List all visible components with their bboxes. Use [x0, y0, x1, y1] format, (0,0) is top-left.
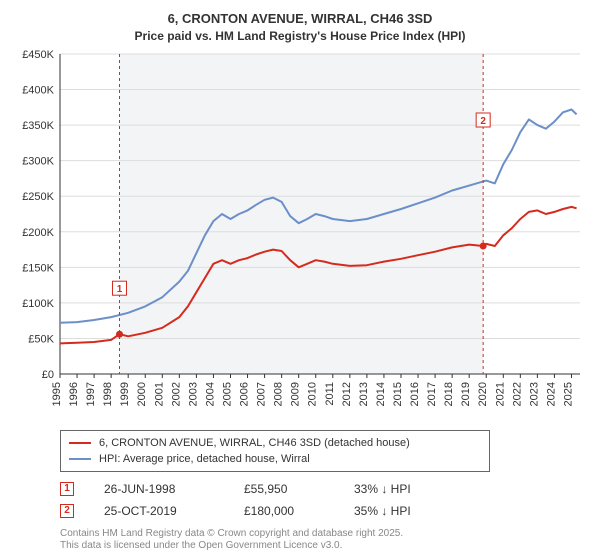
sales-table: 1 26-JUN-1998 £55,950 33% ↓ HPI 2 25-OCT…	[60, 478, 588, 522]
chart-svg: £0 £50K £100K £150K £200K £250K £300K £350K £400…	[12, 50, 588, 420]
svg-text:2016: 2016	[409, 382, 421, 406]
legend-label-property: 6, CRONTON AVENUE, WIRRAL, CH46 3SD (det…	[99, 437, 410, 449]
svg-text:2013: 2013	[358, 382, 370, 406]
svg-text:2015: 2015	[392, 382, 404, 406]
svg-text:2008: 2008	[273, 382, 285, 406]
chart-title-block: 6, CRONTON AVENUE, WIRRAL, CH46 3SD Pric…	[12, 10, 588, 44]
svg-text:2021: 2021	[494, 382, 506, 406]
svg-text:2018: 2018	[443, 382, 455, 406]
svg-text:2003: 2003	[187, 382, 199, 406]
svg-text:£50K: £50K	[28, 333, 54, 345]
legend-row-hpi: HPI: Average price, detached house, Wirr…	[69, 451, 481, 467]
svg-text:£350K: £350K	[22, 120, 54, 132]
svg-text:1998: 1998	[102, 382, 114, 406]
svg-text:£150K: £150K	[22, 262, 54, 274]
svg-text:2004: 2004	[204, 382, 216, 406]
svg-text:2019: 2019	[460, 382, 472, 406]
svg-text:2017: 2017	[426, 382, 438, 406]
svg-text:2001: 2001	[153, 382, 165, 406]
svg-text:1995: 1995	[51, 382, 63, 406]
sale-date-2: 25-OCT-2019	[104, 504, 214, 518]
svg-text:2009: 2009	[290, 382, 302, 406]
svg-text:2012: 2012	[341, 382, 353, 406]
license-line-2: This data is licensed under the Open Gov…	[60, 540, 588, 552]
sale-vs-hpi-1: 33% ↓ HPI	[354, 482, 411, 496]
svg-text:2002: 2002	[170, 382, 182, 406]
sale-vs-hpi-2: 35% ↓ HPI	[354, 504, 411, 518]
svg-text:£100K: £100K	[22, 298, 54, 310]
legend-swatch-hpi	[69, 458, 91, 460]
svg-text:£300K: £300K	[22, 155, 54, 167]
sale-row-2: 2 25-OCT-2019 £180,000 35% ↓ HPI	[60, 500, 588, 522]
svg-text:2011: 2011	[324, 382, 336, 406]
license-line-1: Contains HM Land Registry data © Crown c…	[60, 528, 588, 540]
svg-text:£400K: £400K	[22, 84, 54, 96]
svg-text:2020: 2020	[477, 382, 489, 406]
svg-text:£250K: £250K	[22, 191, 54, 203]
legend-row-property: 6, CRONTON AVENUE, WIRRAL, CH46 3SD (det…	[69, 435, 481, 451]
svg-text:1996: 1996	[68, 382, 80, 406]
svg-text:£200K: £200K	[22, 227, 54, 239]
svg-text:2024: 2024	[545, 382, 557, 406]
sale-marker-2: 2	[60, 504, 74, 518]
svg-text:2025: 2025	[562, 382, 574, 406]
sale-price-1: £55,950	[244, 482, 324, 496]
title-line-1: 6, CRONTON AVENUE, WIRRAL, CH46 3SD	[12, 10, 588, 28]
price-chart: £0 £50K £100K £150K £200K £250K £300K £350K £400…	[12, 50, 588, 420]
sale-row-1: 1 26-JUN-1998 £55,950 33% ↓ HPI	[60, 478, 588, 500]
svg-text:2006: 2006	[239, 382, 251, 406]
svg-text:2023: 2023	[528, 382, 540, 406]
license-text: Contains HM Land Registry data © Crown c…	[60, 528, 588, 552]
svg-text:2000: 2000	[136, 382, 148, 406]
legend-label-hpi: HPI: Average price, detached house, Wirr…	[99, 453, 310, 465]
svg-text:2022: 2022	[511, 382, 523, 406]
svg-text:2007: 2007	[256, 382, 268, 406]
svg-text:2005: 2005	[221, 382, 233, 406]
svg-text:2010: 2010	[307, 382, 319, 406]
svg-text:1997: 1997	[85, 382, 97, 406]
svg-text:1999: 1999	[119, 382, 131, 406]
svg-text:£450K: £450K	[22, 50, 54, 61]
svg-text:1: 1	[117, 284, 123, 295]
legend-swatch-property	[69, 442, 91, 444]
sale-date-1: 26-JUN-1998	[104, 482, 214, 496]
title-line-2: Price paid vs. HM Land Registry's House …	[12, 28, 588, 44]
svg-text:2014: 2014	[375, 382, 387, 406]
sale-marker-1: 1	[60, 482, 74, 496]
svg-text:£0: £0	[42, 369, 54, 381]
legend: 6, CRONTON AVENUE, WIRRAL, CH46 3SD (det…	[60, 430, 490, 472]
sale-price-2: £180,000	[244, 504, 324, 518]
svg-text:2: 2	[480, 116, 486, 127]
